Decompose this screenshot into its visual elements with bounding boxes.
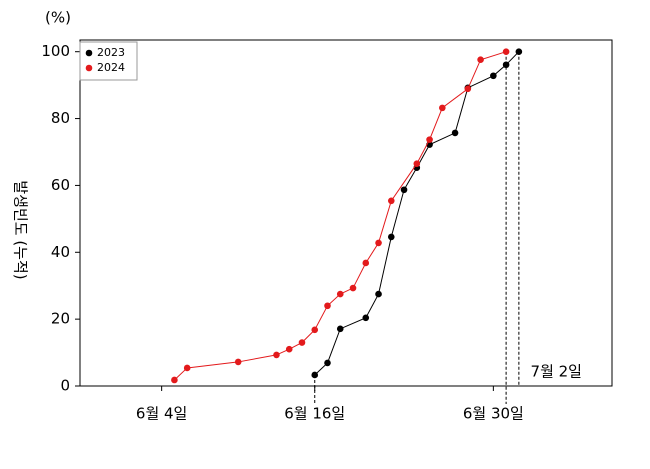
y-tick-label: 20	[51, 310, 70, 328]
data-point	[336, 290, 344, 298]
annotation: 7월 2일	[531, 363, 582, 381]
data-point	[285, 345, 293, 353]
data-point	[362, 314, 370, 322]
legend-label: 2023	[97, 46, 125, 59]
x-tick-label: 6월 16일	[284, 405, 345, 423]
data-point	[464, 85, 472, 93]
data-point	[349, 284, 357, 292]
data-point	[273, 351, 280, 359]
legend-marker	[85, 49, 93, 57]
data-point	[375, 290, 382, 298]
data-point	[413, 160, 421, 167]
data-point	[324, 302, 331, 310]
data-point	[183, 364, 191, 372]
y-tick-label: 60	[51, 176, 70, 194]
legend-label: 2024	[97, 61, 125, 74]
y-tick-label: 100	[41, 42, 70, 60]
legend-box	[79, 41, 138, 81]
data-point	[426, 136, 433, 143]
y-tick-label: 80	[51, 109, 70, 127]
legend-marker	[85, 64, 93, 72]
data-point	[515, 48, 523, 56]
data-point	[311, 326, 319, 334]
data-point	[311, 371, 319, 379]
data-point	[490, 72, 497, 80]
series-line	[314, 51, 520, 376]
y-tick-label: 0	[60, 377, 70, 395]
x-tick-label: 6월 4일	[136, 405, 187, 423]
y-tick-label: 40	[51, 243, 70, 261]
plot-frame	[79, 39, 613, 387]
data-point	[502, 61, 510, 69]
data-point	[375, 239, 382, 247]
data-point	[336, 325, 344, 333]
x-tick-label: 6월 30일	[463, 405, 524, 423]
data-point	[477, 56, 484, 64]
data-point	[451, 129, 459, 137]
y-axis-label: 발생빈도 (누적)	[12, 180, 30, 279]
y-unit: (%)	[45, 9, 71, 27]
data-point	[324, 359, 331, 367]
data-point	[502, 48, 510, 56]
data-point	[387, 197, 395, 205]
data-point	[387, 233, 395, 241]
data-point	[171, 376, 178, 384]
data-point	[234, 358, 242, 366]
data-point	[439, 104, 446, 112]
data-point	[298, 339, 306, 346]
data-point	[362, 259, 370, 267]
data-point	[400, 186, 408, 194]
